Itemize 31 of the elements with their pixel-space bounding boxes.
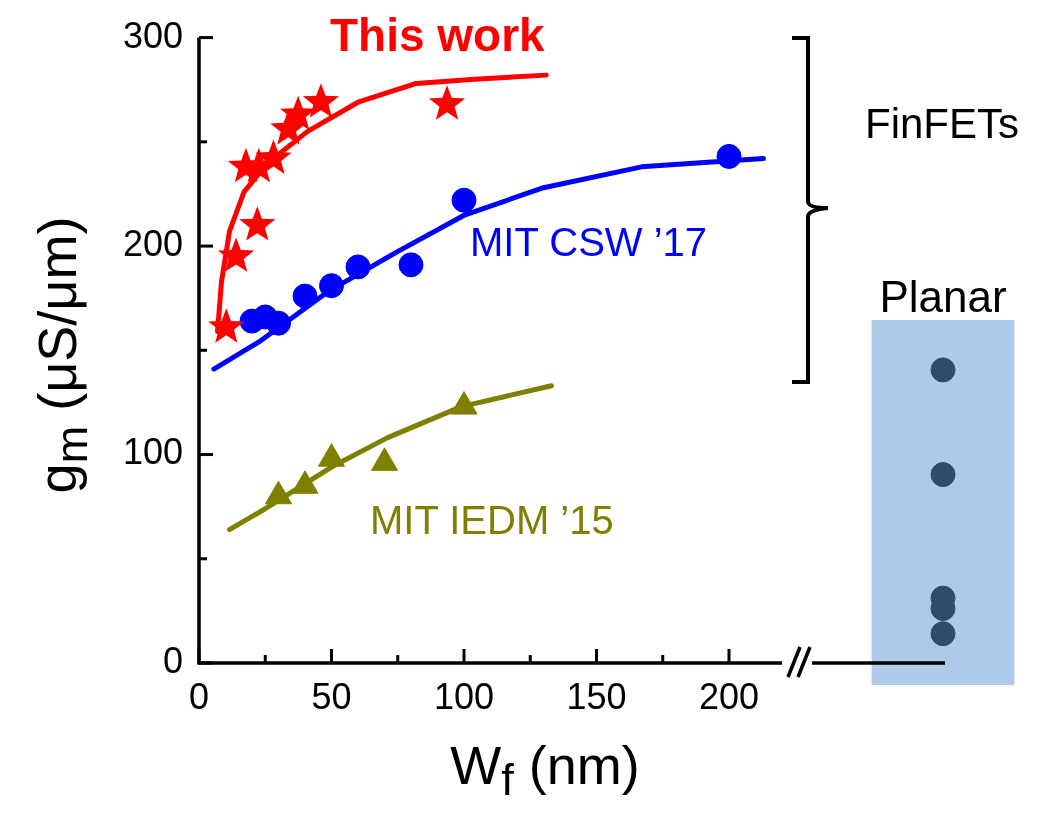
annotation: FinFETs [865, 100, 1020, 148]
point [265, 480, 292, 505]
x-tick-label: 150 [566, 675, 627, 717]
point [208, 308, 245, 343]
x-axis-title: W$_{f}$ (nm) [450, 733, 640, 807]
series-label: MIT IEDM ’15 [370, 498, 614, 543]
y-tick-label: 0 [162, 639, 183, 681]
y-tick-label: 200 [122, 222, 183, 264]
point [302, 83, 339, 118]
point [450, 391, 478, 415]
point [371, 447, 398, 471]
point [716, 143, 742, 169]
x-tick-label: 50 [311, 675, 352, 717]
point [451, 187, 477, 213]
point [930, 357, 956, 383]
point [291, 470, 319, 494]
point [930, 621, 956, 647]
point [930, 462, 956, 488]
series-label: This work [330, 8, 545, 62]
point [218, 237, 255, 272]
point [255, 139, 292, 174]
point [239, 206, 276, 241]
y-tick-label: 300 [122, 14, 183, 56]
x-tick-label: Planar [879, 272, 1007, 321]
series-label: MIT CSW ’17 [470, 220, 708, 265]
x-tick-label: 0 [188, 675, 210, 717]
point [318, 443, 345, 467]
x-tick-label: 200 [698, 675, 760, 717]
y-tick-label: 100 [122, 431, 183, 473]
point [428, 85, 466, 120]
x-tick-label: 100 [433, 675, 495, 717]
